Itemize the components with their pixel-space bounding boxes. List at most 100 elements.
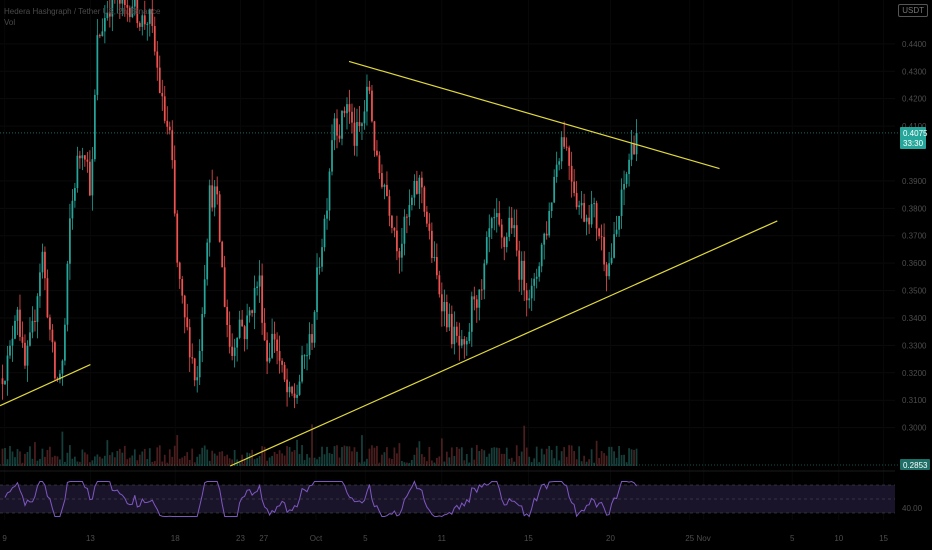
- candle-body: [26, 345, 29, 366]
- candle-body: [96, 35, 99, 95]
- price-tick-label: 0.3400: [902, 314, 927, 323]
- volume-bar: [435, 457, 438, 466]
- volume-bar: [261, 446, 263, 466]
- volume-bar: [24, 453, 26, 466]
- volume-bar: [6, 459, 9, 466]
- volume-bar: [11, 451, 14, 466]
- candle-body: [256, 286, 258, 289]
- candle-body: [24, 342, 26, 366]
- volume-bar: [321, 446, 323, 466]
- candle-body: [585, 217, 588, 222]
- candle-body: [193, 358, 196, 381]
- candle-body: [111, 0, 114, 17]
- candle-body: [528, 298, 531, 301]
- time-tick-label: 15: [524, 534, 533, 543]
- volume-bar: [183, 455, 186, 466]
- candle-body: [403, 216, 406, 244]
- candle-body: [86, 159, 89, 162]
- candle-body: [93, 94, 96, 160]
- price-tick-label: 0.3600: [902, 259, 927, 268]
- volume-bar: [166, 462, 169, 466]
- volume-bar: [608, 446, 610, 466]
- candle-body: [423, 187, 426, 212]
- volume-bar: [218, 451, 221, 466]
- time-tick-label: 10: [834, 534, 843, 543]
- volume-bar: [568, 445, 571, 466]
- volume-bar: [133, 449, 136, 466]
- candle-body: [6, 355, 9, 381]
- candle-body: [538, 266, 541, 277]
- volume-bar: [178, 458, 181, 466]
- candle-body: [391, 215, 393, 228]
- candle-body: [39, 272, 41, 297]
- candle-body: [163, 96, 166, 121]
- volume-bar: [84, 452, 86, 466]
- candle-body: [4, 380, 6, 385]
- volume-bar: [396, 453, 398, 466]
- candle-body: [510, 217, 513, 229]
- volume-bar: [93, 456, 96, 466]
- time-axis[interactable]: 9 13 18 23 27 Oct 5 11 15 20 25 Nov 5 10 15: [2, 534, 888, 543]
- price-axis[interactable]: 0.3000 0.3100 0.3200 0.3300 0.3400 0.3500 0.36…: [902, 40, 927, 513]
- volume-bar: [228, 458, 231, 466]
- volume-bar: [598, 457, 600, 466]
- volume-bar: [518, 456, 521, 466]
- candle-body: [565, 146, 568, 148]
- candle-body: [386, 184, 388, 197]
- volume-bar: [203, 445, 206, 466]
- candle-body: [381, 173, 383, 187]
- volume-bar: [590, 449, 593, 466]
- candle-body: [443, 302, 446, 312]
- candle-body: [493, 217, 496, 219]
- volume-bar: [500, 453, 503, 466]
- candle-body: [633, 143, 635, 155]
- volume-bar: [635, 448, 638, 466]
- volume-bar: [480, 449, 483, 466]
- candle-body: [283, 364, 286, 380]
- volume-bar: [108, 455, 111, 466]
- volume-bar: [286, 446, 288, 466]
- currency-badge[interactable]: USDT: [898, 4, 928, 17]
- time-tick-label: Nov: [697, 534, 711, 543]
- volume-bar: [243, 459, 246, 466]
- candle-body: [465, 340, 468, 345]
- candle-body: [46, 278, 49, 318]
- candle-body: [425, 211, 428, 224]
- candle-body: [553, 176, 556, 203]
- candle-body: [44, 251, 46, 279]
- candle-body: [608, 263, 610, 277]
- candle-body: [123, 0, 126, 6]
- volume-bar: [411, 459, 413, 466]
- candle-body: [293, 393, 296, 398]
- volume-bar: [533, 458, 536, 466]
- volume-bar: [595, 440, 598, 466]
- volume-bar: [281, 453, 283, 466]
- candle-body: [520, 260, 523, 280]
- volume-bar: [520, 451, 523, 466]
- volume-bar: [196, 456, 199, 466]
- volume-bar: [291, 451, 293, 466]
- candle-body: [603, 236, 605, 265]
- candle-body: [488, 228, 491, 238]
- candle-body: [371, 90, 373, 122]
- volume-bar: [36, 460, 39, 466]
- candle-body: [383, 184, 386, 187]
- volume-bar: [485, 456, 488, 466]
- volume-bar: [1, 448, 4, 466]
- volume-bar: [618, 445, 620, 466]
- volume-bar: [465, 454, 468, 466]
- volume-bar: [54, 455, 56, 466]
- candle-body: [241, 319, 244, 327]
- volume-bar: [116, 450, 119, 466]
- candle-body: [533, 278, 536, 286]
- trendlines[interactable]: [0, 60, 778, 467]
- volume-bar: [276, 454, 278, 466]
- candle-body: [101, 31, 104, 37]
- candle-body: [460, 339, 463, 346]
- volume-bar: [488, 453, 491, 466]
- candle-body: [543, 233, 546, 245]
- candle-body: [261, 275, 263, 323]
- candle-body: [590, 204, 593, 225]
- volume-bar: [403, 462, 406, 466]
